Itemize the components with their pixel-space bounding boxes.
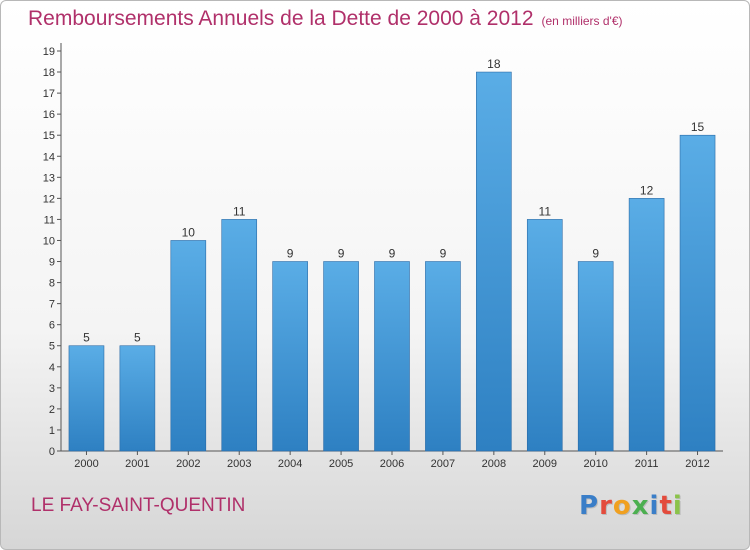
y-tick-label: 5 <box>49 341 55 353</box>
bar <box>119 345 156 452</box>
logo-letter: o <box>612 491 632 521</box>
logo-letter: t <box>659 491 673 521</box>
x-tick-label: 2003 <box>227 458 251 470</box>
proxiti-logo[interactable]: Proxiti <box>579 491 683 521</box>
x-tick-label: 2005 <box>329 458 353 470</box>
data-label: 9 <box>338 247 345 261</box>
y-tick-label: 19 <box>43 46 55 58</box>
y-tick-label: 10 <box>43 235 55 247</box>
y-tick-label: 0 <box>49 446 55 458</box>
x-tick-label: 2011 <box>635 458 659 470</box>
y-tick-label: 9 <box>49 257 55 269</box>
data-label: 11 <box>539 204 552 218</box>
logo-letter: i <box>672 491 683 521</box>
y-tick-label: 11 <box>44 214 55 226</box>
y-tick-label: 2 <box>49 404 55 416</box>
y-tick-label: 16 <box>43 109 55 121</box>
y-tick-label: 6 <box>49 320 55 332</box>
x-tick-label: 2004 <box>278 458 302 470</box>
y-tick-label: 1 <box>49 425 55 437</box>
x-tick-label: 2012 <box>685 458 709 470</box>
x-tick-label: 2010 <box>583 458 607 470</box>
bar <box>272 261 308 452</box>
data-label: 11 <box>233 204 246 218</box>
bar <box>679 134 716 452</box>
data-label: 5 <box>134 331 141 345</box>
bar <box>221 219 258 452</box>
x-tick-label: 2002 <box>176 458 200 470</box>
x-tick-label: 2008 <box>482 458 506 470</box>
logo-letter: r <box>599 491 613 521</box>
data-label: 9 <box>287 247 294 261</box>
data-label: 9 <box>592 247 599 261</box>
logo-letter: P <box>579 491 600 521</box>
x-tick-label: 2009 <box>533 458 557 470</box>
x-tick-label: 2001 <box>125 458 149 470</box>
city-name: LE FAY-SAINT-QUENTIN <box>31 495 246 516</box>
chart-title-unit: (en milliers d'€) <box>541 14 623 28</box>
bar <box>425 261 461 452</box>
data-label: 15 <box>691 120 705 134</box>
data-label: 9 <box>440 247 447 261</box>
x-tick-label: 2007 <box>431 458 455 470</box>
y-tick-label: 4 <box>49 362 55 374</box>
bar <box>170 240 207 452</box>
y-tick-label: 8 <box>49 278 55 290</box>
x-tick-label: 2000 <box>74 458 98 470</box>
y-tick-label: 18 <box>43 67 55 79</box>
bar <box>577 261 614 452</box>
data-label: 5 <box>83 331 90 345</box>
x-tick-label: 2006 <box>380 458 404 470</box>
chart-title-text: Remboursements Annuels de la Dette de 20… <box>28 7 534 30</box>
bar <box>526 219 563 452</box>
y-tick-label: 3 <box>49 383 55 395</box>
bar <box>628 198 665 452</box>
data-label: 18 <box>487 57 501 71</box>
y-tick-label: 7 <box>49 299 55 311</box>
bar <box>68 345 105 452</box>
data-label: 10 <box>182 225 196 239</box>
data-label: 12 <box>640 183 654 197</box>
logo-letter: i <box>649 491 660 521</box>
data-label: 9 <box>389 247 396 261</box>
logo-letter: x <box>631 491 650 521</box>
chart-title: Remboursements Annuels de la Dette de 20… <box>28 7 623 31</box>
bar <box>323 261 359 452</box>
y-tick-label: 14 <box>43 151 55 163</box>
bar <box>476 71 512 452</box>
bar <box>374 261 410 452</box>
y-tick-label: 12 <box>43 193 55 205</box>
y-tick-label: 13 <box>43 172 55 184</box>
y-tick-label: 17 <box>43 88 55 100</box>
y-tick-label: 15 <box>43 130 55 142</box>
